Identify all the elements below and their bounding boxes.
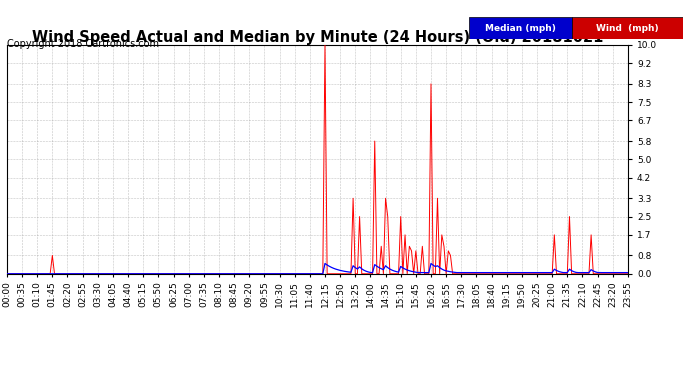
Text: Copyright 2018 Cartronics.com: Copyright 2018 Cartronics.com — [7, 39, 159, 50]
Text: Wind  (mph): Wind (mph) — [596, 24, 659, 33]
Text: Median (mph): Median (mph) — [485, 24, 556, 33]
Title: Wind Speed Actual and Median by Minute (24 Hours) (Old) 20181021: Wind Speed Actual and Median by Minute (… — [32, 30, 603, 45]
Bar — [469, 17, 572, 39]
Bar — [572, 17, 683, 39]
